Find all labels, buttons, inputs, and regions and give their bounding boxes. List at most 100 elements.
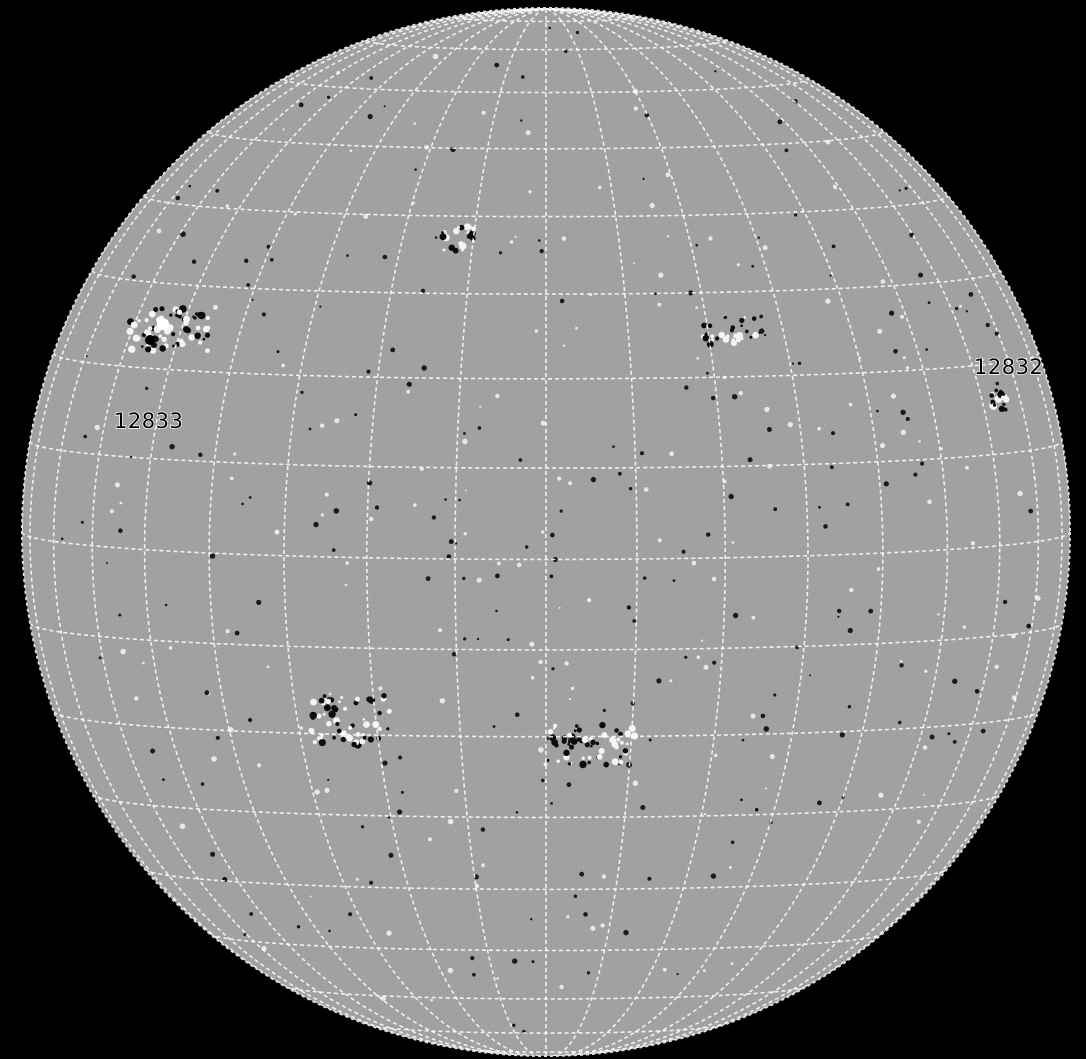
positive-flux	[616, 738, 620, 742]
negative-flux	[145, 346, 151, 352]
positive-speckle	[482, 111, 486, 115]
negative-speckle	[512, 958, 517, 963]
negative-flux	[579, 761, 586, 768]
negative-flux	[381, 693, 386, 698]
positive-speckle	[697, 655, 701, 659]
negative-speckle	[455, 542, 457, 544]
positive-speckle	[658, 303, 662, 307]
negative-speckle	[297, 925, 300, 928]
positive-speckle	[763, 245, 768, 250]
negative-speckle	[550, 802, 553, 805]
positive-flux	[553, 724, 557, 728]
negative-speckle	[538, 239, 541, 242]
positive-speckle	[300, 726, 303, 729]
positive-flux	[1001, 396, 1005, 400]
positive-speckle	[157, 229, 162, 234]
negative-speckle	[567, 782, 572, 787]
negative-speckle	[603, 709, 606, 712]
positive-speckle	[325, 493, 329, 497]
negative-speckle	[1026, 624, 1031, 629]
negative-speckle	[262, 312, 266, 316]
negative-speckle	[205, 690, 210, 695]
positive-speckle	[294, 212, 297, 215]
positive-speckle	[1017, 491, 1022, 496]
positive-flux	[609, 737, 616, 744]
positive-speckle	[877, 567, 881, 571]
negative-flux	[363, 736, 367, 740]
negative-speckle	[591, 477, 596, 482]
negative-speckle	[649, 739, 652, 742]
positive-speckle	[378, 686, 382, 690]
positive-flux	[612, 758, 619, 765]
positive-speckle	[345, 561, 349, 565]
positive-speckle	[515, 236, 517, 238]
solar-disk	[20, 6, 1074, 1059]
negative-flux	[159, 345, 166, 352]
negative-speckle	[383, 255, 388, 260]
negative-speckle	[162, 778, 165, 781]
positive-speckle	[481, 863, 485, 867]
positive-speckle	[526, 130, 531, 135]
negative-speckle	[706, 532, 710, 536]
negative-speckle	[210, 852, 215, 857]
negative-flux	[171, 332, 175, 336]
positive-speckle	[881, 279, 886, 284]
positive-speckle	[704, 813, 706, 815]
positive-speckle	[571, 687, 574, 690]
negative-flux	[563, 750, 569, 756]
positive-speckle	[281, 364, 285, 368]
negative-speckle	[369, 881, 373, 885]
negative-speckle	[462, 577, 465, 580]
positive-speckle	[110, 509, 114, 513]
negative-speckle	[1028, 509, 1033, 514]
negative-flux	[599, 722, 605, 728]
positive-speckle	[497, 562, 501, 566]
positive-speckle	[751, 616, 755, 620]
negative-speckle	[952, 679, 957, 684]
positive-speckle	[669, 451, 674, 456]
positive-speckle	[971, 541, 975, 545]
positive-speckle	[602, 874, 606, 878]
negative-speckle	[632, 619, 636, 623]
positive-flux	[198, 340, 202, 344]
negative-flux	[724, 316, 728, 320]
negative-speckle	[798, 362, 801, 365]
negative-speckle	[640, 805, 645, 810]
positive-speckle	[765, 787, 767, 789]
positive-speckle	[315, 789, 320, 794]
negative-flux	[333, 707, 339, 713]
positive-speckle	[959, 305, 962, 308]
negative-flux	[386, 727, 389, 730]
negative-flux	[185, 328, 191, 334]
positive-flux	[127, 328, 134, 335]
negative-flux	[575, 724, 579, 728]
negative-speckle	[426, 576, 431, 581]
positive-speckle	[817, 427, 821, 431]
negative-flux	[160, 306, 165, 311]
positive-speckle	[233, 453, 236, 456]
negative-flux	[619, 755, 622, 758]
positive-flux	[743, 316, 746, 319]
negative-flux	[623, 748, 628, 753]
negative-speckle	[830, 465, 834, 469]
negative-speckle	[251, 299, 253, 301]
negative-speckle	[463, 432, 466, 435]
positive-speckle	[414, 122, 417, 125]
positive-speckle	[213, 305, 218, 310]
negative-speckle	[313, 522, 318, 527]
negative-speckle	[1003, 600, 1007, 604]
negative-speckle	[540, 249, 544, 253]
negative-speckle	[300, 391, 303, 394]
positive-flux	[326, 699, 331, 704]
positive-speckle	[712, 577, 717, 582]
negative-speckle	[520, 119, 522, 121]
positive-speckle	[562, 236, 567, 241]
negative-speckle	[767, 427, 772, 432]
positive-speckle	[906, 366, 909, 369]
negative-speckle	[742, 739, 745, 742]
negative-speckle	[711, 873, 716, 878]
positive-speckle	[529, 642, 534, 647]
negative-speckle	[507, 638, 510, 641]
negative-flux	[203, 338, 206, 341]
